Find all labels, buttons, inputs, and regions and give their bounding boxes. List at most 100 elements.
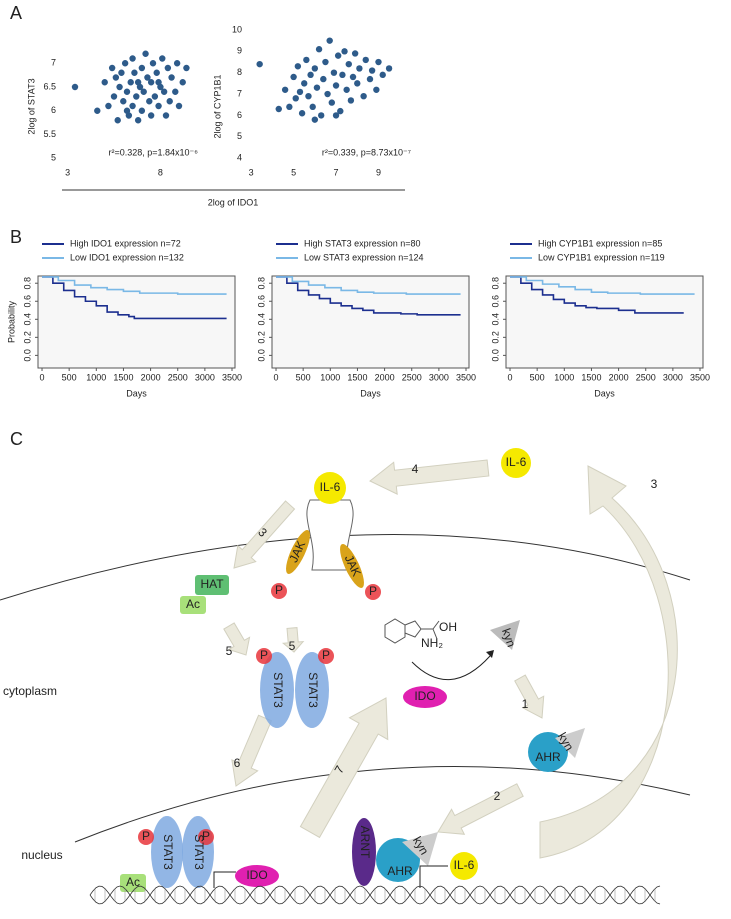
point bbox=[155, 79, 162, 86]
diagram-label: P bbox=[202, 829, 210, 843]
km-curve bbox=[42, 276, 227, 320]
point bbox=[292, 95, 299, 102]
point bbox=[121, 60, 129, 67]
y-tick-label: 0.2 bbox=[256, 331, 266, 344]
x-axis-label: Days bbox=[594, 388, 615, 398]
point bbox=[328, 99, 336, 106]
y-tick-label: 7 bbox=[51, 58, 56, 68]
x-tick-label: 8 bbox=[158, 167, 163, 177]
point bbox=[129, 55, 136, 62]
x-tick-label: 1000 bbox=[554, 372, 574, 382]
point bbox=[101, 79, 108, 86]
phosphate bbox=[138, 829, 154, 845]
y-tick-label: 0.8 bbox=[490, 277, 500, 290]
point bbox=[151, 93, 159, 100]
y-tick-label: 0.4 bbox=[22, 313, 32, 326]
y-tick-label: 9 bbox=[237, 46, 242, 56]
phosphate bbox=[365, 584, 381, 600]
point bbox=[123, 107, 131, 114]
point bbox=[164, 64, 172, 72]
x-axis-label: Days bbox=[360, 388, 381, 398]
point bbox=[179, 79, 186, 86]
point bbox=[138, 107, 146, 114]
y-tick-label: 5 bbox=[51, 153, 56, 163]
point bbox=[173, 60, 181, 67]
diagram-label: STAT3 bbox=[271, 672, 285, 708]
ahr bbox=[528, 732, 568, 772]
y-tick-label: 6 bbox=[51, 105, 56, 115]
legend-label: High CYP1B1 expression n=85 bbox=[538, 238, 662, 248]
arrow bbox=[231, 714, 273, 787]
y-tick-label: 0.6 bbox=[22, 295, 32, 308]
dna-strand bbox=[89, 885, 661, 905]
point bbox=[385, 65, 393, 72]
point bbox=[147, 112, 155, 119]
arrow bbox=[281, 627, 305, 653]
promoter-arrow bbox=[213, 871, 236, 888]
km-curve bbox=[510, 276, 684, 314]
point bbox=[110, 93, 118, 100]
point bbox=[286, 103, 293, 111]
y-tick-label: 0.2 bbox=[490, 331, 500, 344]
diagram-label: HAT bbox=[200, 577, 224, 591]
point bbox=[140, 88, 147, 95]
y-tick-label: 0.0 bbox=[256, 349, 266, 362]
point bbox=[334, 52, 342, 59]
diagram-label: 1 bbox=[522, 697, 529, 711]
cell-membrane bbox=[0, 534, 691, 601]
ido bbox=[235, 865, 279, 887]
x-tick-label: 2500 bbox=[402, 372, 422, 382]
y-tick-label: 0.2 bbox=[22, 331, 32, 344]
point bbox=[309, 103, 316, 111]
arrow bbox=[299, 697, 389, 839]
point bbox=[175, 102, 183, 110]
diagram-label: P bbox=[275, 583, 283, 597]
tryptophan bbox=[384, 618, 440, 644]
y-axis-label: Probability bbox=[6, 300, 16, 343]
point bbox=[349, 73, 357, 81]
y-tick-label: 0.0 bbox=[490, 349, 500, 362]
point bbox=[166, 98, 173, 105]
km-curve bbox=[276, 276, 461, 316]
x-tick-label: 1500 bbox=[347, 372, 367, 382]
y-tick-label: 0.6 bbox=[490, 295, 500, 308]
panel-label: B bbox=[10, 227, 22, 247]
plot-area bbox=[505, 275, 704, 369]
diagram-label: IL-6 bbox=[454, 858, 475, 872]
point bbox=[324, 90, 331, 98]
x-axis-label: 2log of IDO1 bbox=[208, 197, 259, 207]
diagram-label: OH bbox=[439, 620, 457, 634]
point bbox=[94, 107, 101, 114]
x-tick-label: 2000 bbox=[375, 372, 395, 382]
point bbox=[162, 112, 170, 119]
dna-strand bbox=[89, 885, 661, 905]
x-tick-label: 3000 bbox=[195, 372, 215, 382]
x-tick-label: 2500 bbox=[168, 372, 188, 382]
point bbox=[303, 56, 310, 64]
point bbox=[317, 112, 325, 119]
point bbox=[183, 64, 190, 72]
stat3 bbox=[260, 652, 294, 728]
y-tick-label: 8 bbox=[237, 67, 242, 77]
phosphate bbox=[318, 648, 334, 664]
ahr bbox=[376, 838, 420, 882]
point bbox=[351, 50, 359, 57]
x-tick-label: 2000 bbox=[141, 372, 161, 382]
y-tick-label: 5.5 bbox=[43, 129, 56, 139]
annotation: r²=0.339, p=8.73x10⁻⁷ bbox=[322, 147, 411, 157]
point bbox=[373, 86, 380, 93]
x-tick-label: 500 bbox=[530, 372, 545, 382]
acetyl bbox=[120, 874, 146, 892]
x-axis-label: Days bbox=[126, 388, 147, 398]
point bbox=[375, 58, 382, 66]
point bbox=[332, 112, 340, 119]
point bbox=[330, 69, 338, 76]
point bbox=[337, 107, 344, 115]
diagram-label: P bbox=[142, 829, 150, 843]
x-tick-label: 500 bbox=[62, 372, 77, 382]
x-tick-label: 500 bbox=[296, 372, 311, 382]
point bbox=[313, 84, 321, 91]
annotation: r²=0.328, p=1.84x10⁻⁶ bbox=[108, 147, 198, 157]
x-tick-label: 1500 bbox=[113, 372, 133, 382]
